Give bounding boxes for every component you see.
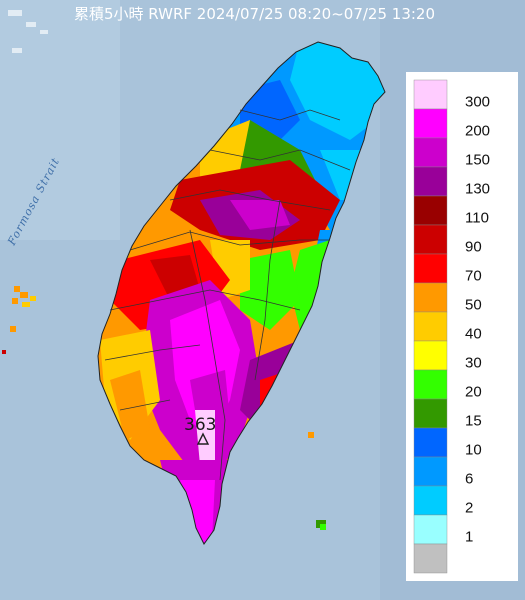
- legend-label: 6: [465, 471, 473, 488]
- legend-label: 110: [465, 210, 489, 227]
- rainfall-legend: 300 200 150 130 110 90 70 50 40 30 20 15 10 6 2 1: [406, 72, 518, 581]
- legend-swatch: [413, 543, 448, 574]
- triangle-marker-icon: [196, 432, 210, 445]
- county-boundaries: [104, 109, 351, 481]
- legend-label: 10: [465, 442, 482, 459]
- legend-label: 90: [465, 239, 482, 256]
- legend-swatch: [413, 282, 448, 313]
- legend-label: 2: [465, 500, 473, 517]
- cloud-patches: [8, 10, 48, 53]
- legend-swatch: [413, 224, 448, 255]
- legend-swatch: [413, 166, 448, 197]
- legend-swatch: [413, 485, 448, 516]
- legend-swatch: [413, 108, 448, 139]
- legend-swatch: [413, 456, 448, 487]
- legend-swatch: [413, 427, 448, 458]
- taiwan-outline: [97, 41, 386, 545]
- peak-value-label: 363: [184, 415, 216, 435]
- offshore-cells: [2, 286, 326, 530]
- legend-swatch: [413, 79, 448, 110]
- legend-label: 50: [465, 297, 482, 314]
- legend-label: 15: [465, 413, 482, 430]
- legend-label: 1: [465, 529, 473, 546]
- legend-swatch: [413, 514, 448, 545]
- legend-label: 40: [465, 326, 482, 343]
- legend-label: 150: [465, 152, 490, 169]
- map-title: 累積5小時 RWRF 2024/07/25 08:20~07/25 13:20: [74, 5, 435, 23]
- legend-swatch: [413, 311, 448, 342]
- legend-swatch: [413, 398, 448, 429]
- legend-swatch: [413, 340, 448, 371]
- legend-swatch: [413, 253, 448, 284]
- legend-label: 70: [465, 268, 482, 285]
- legend-label: 30: [465, 355, 482, 372]
- legend-swatch: [413, 369, 448, 400]
- legend-label: 20: [465, 384, 482, 401]
- legend-swatch: [413, 137, 448, 168]
- legend-label: 300: [465, 94, 490, 111]
- legend-label: 130: [465, 181, 490, 198]
- legend-swatch: [413, 195, 448, 226]
- sea-shading: [0, 0, 120, 240]
- legend-label: 200: [465, 123, 490, 140]
